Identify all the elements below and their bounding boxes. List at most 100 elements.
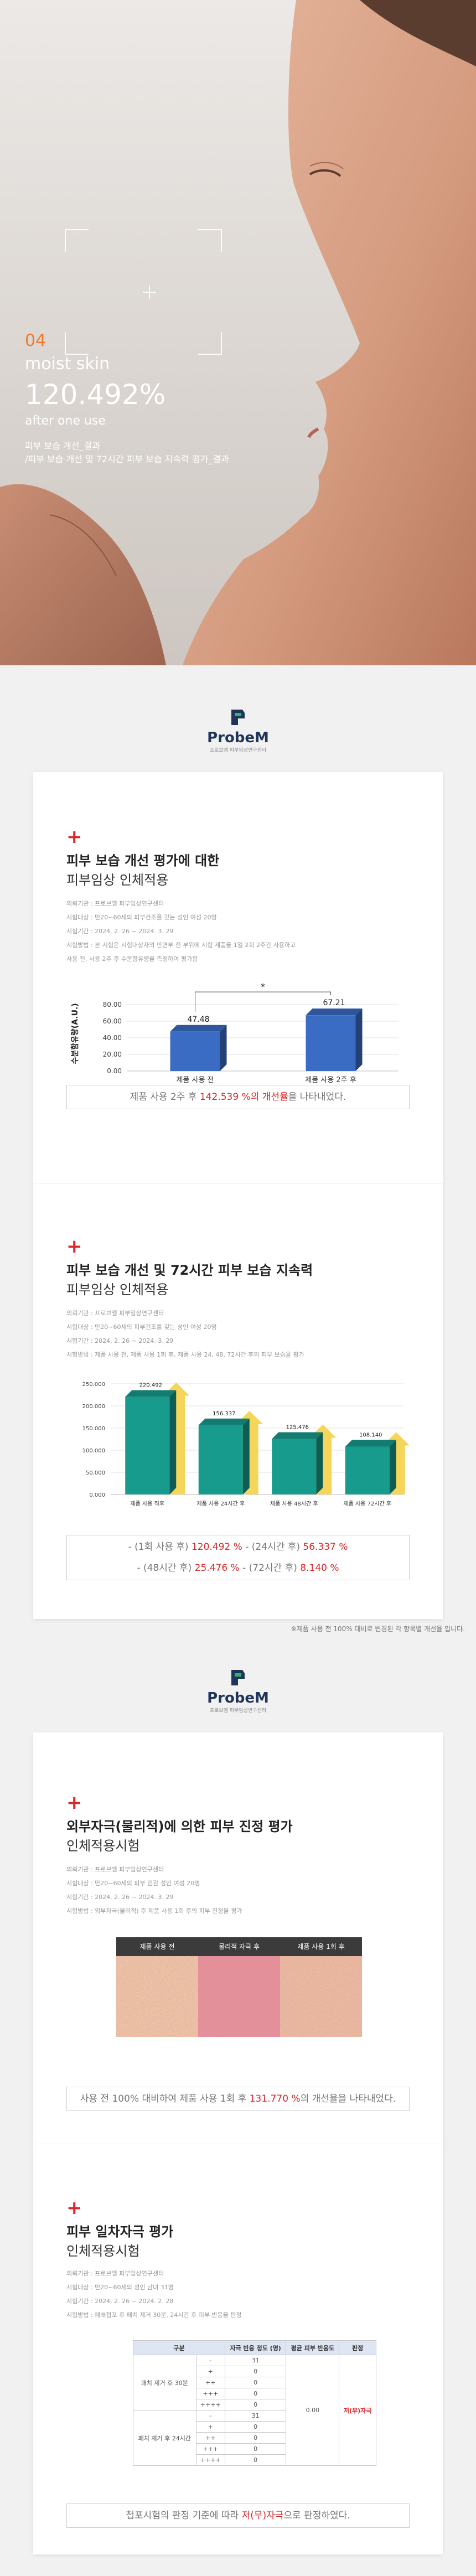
- table-cell: 0: [224, 2454, 287, 2466]
- result-text: - (1회 사용 후): [128, 1542, 192, 1553]
- table-cell: -: [195, 2410, 225, 2422]
- skin-panel: 제품 사용 1회 후: [280, 1937, 362, 2037]
- table-row: +++ 0: [133, 2388, 376, 2399]
- bar-top: [125, 1390, 177, 1397]
- plus-icon: +: [66, 1792, 82, 1814]
- result-text: - (48시간 후): [137, 1563, 195, 1574]
- hero-percent: 120.492%: [25, 379, 166, 411]
- table-cell: 0: [224, 2399, 287, 2411]
- card: + 피부 보습 개선 평가에 대한 피부임상 인체적용 의뢰기관 : 프로브엠 …: [33, 772, 443, 1619]
- table-cell: ++++: [195, 2454, 225, 2466]
- study-title: 피부 일차자극 평가: [66, 2224, 174, 2239]
- bar: [170, 1031, 220, 1071]
- study-meta: 의뢰기관 : 프로브엠 피부임상연구센터 시험대상 : 만20~60세의 성인 남…: [66, 2267, 242, 2322]
- meta-line: 사용 전, 사용 2주 후 수분함유량을 측정하여 평가함: [66, 955, 198, 963]
- meta-line: 의뢰기관 : 프로브엠 피부임상연구센터: [66, 1866, 164, 1873]
- study-meta: 의뢰기관 : 프로브엠 피부임상연구센터 시험대상 : 만20~60세의 피부 민…: [66, 1863, 242, 1918]
- hero-subheading: after one use: [25, 414, 106, 428]
- table-cell: 31: [224, 2355, 287, 2366]
- x-tick-label: 제품 사용 24시간 후: [196, 1501, 245, 1507]
- x-tick-label: 제품 사용 2주 후: [305, 1076, 356, 1084]
- hero-number: 04: [25, 331, 46, 350]
- table-header: 판정: [339, 2340, 376, 2355]
- hero-photo: [0, 0, 476, 665]
- chart: 0.000 50.000 100.000 150.000 200.000 250.000 2…: [82, 1382, 410, 1507]
- table-row: ++ 0: [133, 2432, 376, 2444]
- hero-caption: /피부 보습 개선 및 72시간 피부 보습 지속력 평가_결과: [25, 454, 229, 464]
- table-cell: 0: [224, 2443, 287, 2455]
- result-box: 첩포시험의 판정 기준에 따라 저(무)자극으로 판정하였다.: [66, 2503, 410, 2528]
- skin-image: [280, 1956, 362, 2037]
- table-cell: 31: [224, 2410, 287, 2422]
- meta-line: 의뢰기관 : 프로브엠 피부임상연구센터: [66, 900, 164, 907]
- plus-icon: +: [66, 1235, 82, 1258]
- x-tick-label: 제품 사용 전: [176, 1076, 214, 1084]
- table-row: 패치 제거 후 24시간 -31: [133, 2410, 376, 2466]
- result-highlight: 131.770 %: [249, 2093, 301, 2104]
- result-text: 제품 사용 2주 후: [130, 1092, 200, 1103]
- bar-top: [272, 1432, 323, 1439]
- value-label: 67.21: [323, 999, 345, 1007]
- table-row: ++++ 0: [133, 2454, 376, 2466]
- plus-icon: +: [66, 826, 82, 848]
- logo-icon: [231, 710, 245, 725]
- panel-label: 물리적 자극 후: [198, 1937, 280, 1956]
- table-cell: 패치 제거 후 30분: [133, 2355, 196, 2411]
- logo: ProbeM 프로브엠 피부임상연구센터: [183, 1668, 293, 1714]
- result-highlight: 120.492 %: [191, 1542, 242, 1553]
- hero-caption: 피부 보습 개선_결과: [25, 441, 100, 451]
- table-cell: +: [195, 2421, 225, 2433]
- table-cell: 0: [224, 2388, 287, 2399]
- bar-side: [169, 1390, 177, 1494]
- result-table: 구분 자극 반응 정도 (명) 평균 피부 반응도 판정 패치 제거 후 30분 -31 0…: [133, 2340, 376, 2466]
- table-cell: -: [195, 2355, 225, 2366]
- meta-line: 시험기간 : 2024. 2. 26 ~ 2024. 3. 29: [66, 1337, 174, 1344]
- meta-line: 시험방법 : 폐쇄첩포 후 패치 제거 30분, 24시간 후 피부 반응을 판…: [66, 2311, 242, 2319]
- table-row: ++ 0: [133, 2377, 376, 2388]
- skin-image: [198, 1956, 280, 2037]
- study-subtitle: 인체적용시험: [66, 2243, 140, 2259]
- y-tick-label: 60.00: [103, 1017, 122, 1025]
- y-tick-label: 0.00: [107, 1067, 122, 1075]
- bar-side: [355, 1008, 363, 1071]
- table-cell: +++: [195, 2443, 225, 2455]
- value-label: 125.476: [286, 1425, 309, 1431]
- meta-line: 시험대상 : 만20~60세의 피부건조를 갖는 성인 여성 20명: [66, 914, 217, 921]
- result-highlight: 56.337 %: [303, 1542, 348, 1553]
- result-box: 사용 전 100% 대비하여 제품 사용 1회 후 131.770 %의 개선율…: [66, 2087, 410, 2111]
- result-line: - (48시간 후) 25.476 % - (72시간 후) 8.140 %: [67, 1558, 409, 1579]
- study-title: 피부 보습 개선 및 72시간 피부 보습 지속력: [66, 1263, 313, 1278]
- table-header: 자극 반응 정도 (명): [224, 2340, 287, 2355]
- meta-line: 시험방법 : 본 시험은 시험대상자의 안면부 전 부위에 시험 제품을 1일 …: [66, 942, 296, 949]
- table-cell: 0: [224, 2366, 287, 2377]
- study-title: 외부자극(물리적)에 의한 피부 진정 평가: [66, 1819, 293, 1834]
- meta-line: 시험방법 : 제품 사용 전, 제품 사용 1회 후, 제품 사용 24, 48…: [66, 1351, 304, 1358]
- x-tick-label: 제품 사용 72시간 후: [343, 1501, 391, 1507]
- bar-top: [345, 1440, 396, 1447]
- skin-panel: 제품 사용 전: [116, 1937, 198, 2037]
- value-label: 47.48: [187, 1015, 209, 1024]
- result-highlight: 25.476 %: [194, 1563, 240, 1574]
- table-row: +0: [133, 2421, 376, 2433]
- y-tick-label: 150.000: [82, 1426, 105, 1432]
- meta-line: 의뢰기관 : 프로브엠 피부임상연구센터: [66, 2270, 164, 2277]
- skin-images: 제품 사용 전 물리적 자극 후 제품 사용 1회 후: [116, 1937, 362, 2037]
- table-cell: 0.00: [286, 2355, 340, 2466]
- result-box: 제품 사용 2주 후 142.539 %의 개선율을 나타내었다.: [66, 1085, 410, 1109]
- value-label: 220.492: [139, 1383, 162, 1389]
- result-text: 사용 전 100% 대비하여 제품 사용 1회 후: [80, 2093, 250, 2104]
- x-tick-label: 제품 사용 48시간 후: [270, 1501, 318, 1507]
- logo-tagline: 프로브엠 피부임상연구센터: [209, 748, 267, 753]
- table-row: 구분 자극 반응 정도 (명) 평균 피부 반응도 판정: [133, 2340, 376, 2355]
- value-label: 108.140: [359, 1432, 382, 1438]
- bar-side: [389, 1440, 396, 1494]
- skin-image: [116, 1956, 198, 2037]
- bar: [125, 1396, 170, 1494]
- result-highlight: 8.140 %: [300, 1563, 339, 1574]
- result-text: - (72시간 후): [239, 1563, 301, 1574]
- bar: [345, 1446, 390, 1494]
- panel-label: 제품 사용 1회 후: [280, 1937, 362, 1956]
- significance-mark: *: [261, 982, 265, 992]
- table-cell: +++: [195, 2388, 225, 2399]
